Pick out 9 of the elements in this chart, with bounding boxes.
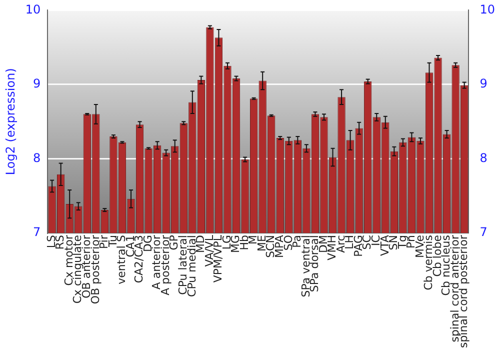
- y2-tick-label: 7: [480, 225, 488, 240]
- y2-tick-label: 8: [480, 150, 488, 165]
- y-tick-label: 9: [33, 76, 41, 91]
- y-tick-label: 8: [33, 150, 41, 165]
- y2-tick-label: 9: [480, 76, 488, 91]
- y-tick-label: 10: [25, 2, 41, 16]
- y2-tick-label: 10: [480, 2, 496, 16]
- y-axis-title: Log2 (expression): [3, 68, 18, 176]
- y-tick-label: 7: [33, 225, 41, 240]
